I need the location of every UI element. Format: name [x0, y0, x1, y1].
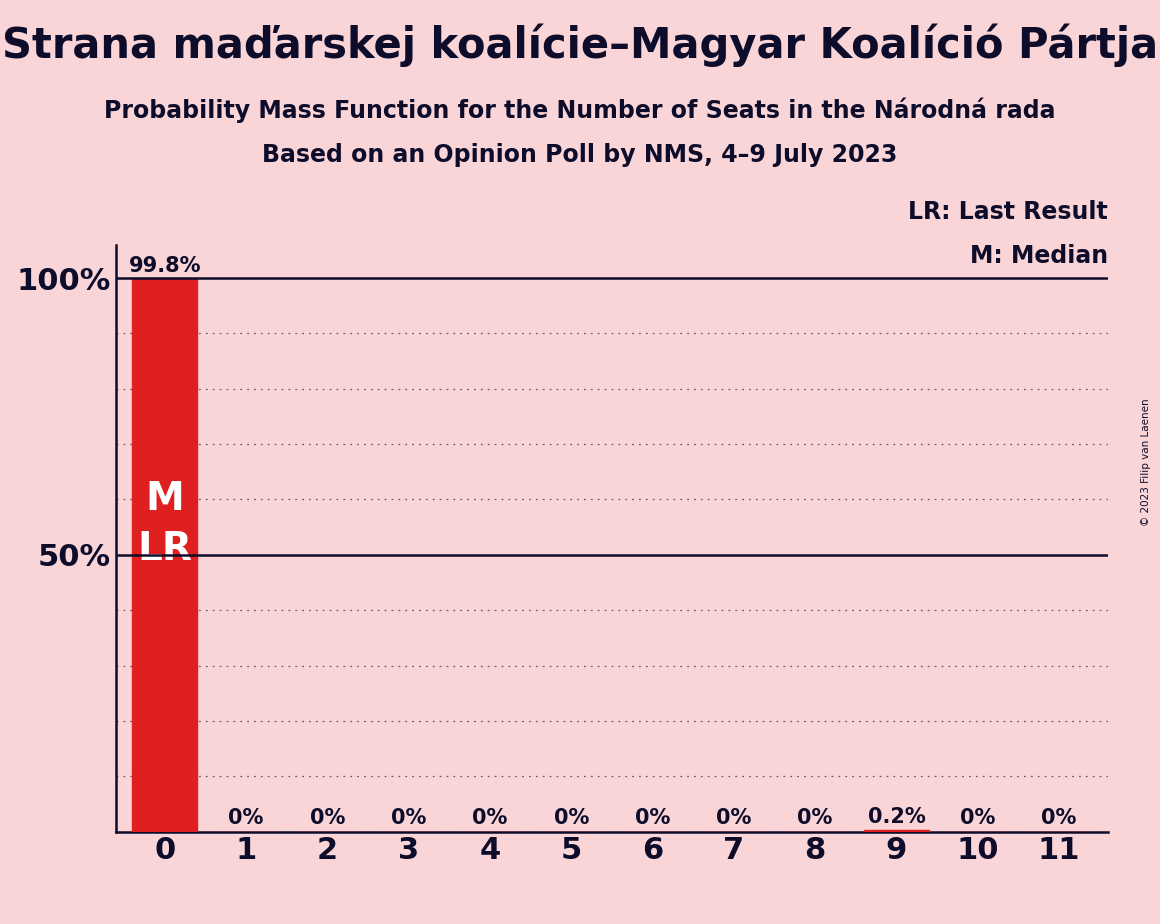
Text: © 2023 Filip van Laenen: © 2023 Filip van Laenen: [1141, 398, 1151, 526]
Text: 0%: 0%: [229, 808, 263, 828]
Text: 0.2%: 0.2%: [868, 808, 926, 827]
Text: Based on an Opinion Poll by NMS, 4–9 July 2023: Based on an Opinion Poll by NMS, 4–9 Jul…: [262, 143, 898, 167]
Text: LR: Last Result: LR: Last Result: [908, 201, 1108, 225]
Text: 99.8%: 99.8%: [129, 256, 201, 276]
Bar: [864, 831, 929, 832]
Text: M: Median: M: Median: [970, 244, 1108, 268]
Text: 0%: 0%: [716, 808, 752, 828]
Text: 0%: 0%: [797, 808, 833, 828]
Bar: [132, 279, 197, 832]
Text: 0%: 0%: [553, 808, 589, 828]
Text: 0%: 0%: [391, 808, 427, 828]
Text: 0%: 0%: [472, 808, 508, 828]
Text: M: M: [145, 480, 184, 518]
Text: 0%: 0%: [310, 808, 345, 828]
Text: 0%: 0%: [635, 808, 670, 828]
Text: Strana maďarskej koalície–Magyar Koalíció Pártja: Strana maďarskej koalície–Magyar Koalíci…: [2, 23, 1158, 67]
Text: 0%: 0%: [960, 808, 995, 828]
Text: LR: LR: [137, 530, 193, 568]
Text: 0%: 0%: [1042, 808, 1076, 828]
Text: Probability Mass Function for the Number of Seats in the Národná rada: Probability Mass Function for the Number…: [104, 97, 1056, 123]
